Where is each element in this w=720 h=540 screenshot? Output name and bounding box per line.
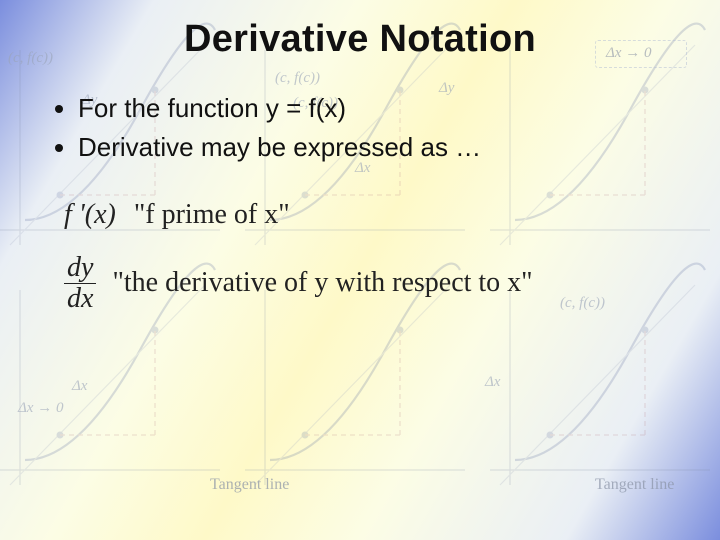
dy-dx-desc: "the derivative of y with respect to x"	[112, 267, 532, 299]
dy-dx-fraction: dy dx	[64, 253, 96, 313]
fraction-numerator: dy	[64, 253, 96, 283]
slide-container: Derivative Notation For the function y =…	[0, 0, 720, 540]
fprime-expr: f '(x)	[64, 199, 116, 231]
bullet-item: Derivative may be expressed as …	[78, 130, 680, 165]
fprime-desc: "f prime of x"	[134, 199, 290, 231]
bullet-list: For the function y = f(x) Derivative may…	[50, 91, 680, 165]
bullet-item: For the function y = f(x)	[78, 91, 680, 126]
notation-row-2: dy dx "the derivative of y with respect …	[64, 253, 680, 313]
notation-row-1: f '(x) "f prime of x"	[64, 199, 680, 231]
fraction-denominator: dx	[64, 284, 96, 313]
math-area: f '(x) "f prime of x" dy dx "the derivat…	[64, 199, 680, 313]
slide-title: Derivative Notation	[40, 18, 680, 61]
